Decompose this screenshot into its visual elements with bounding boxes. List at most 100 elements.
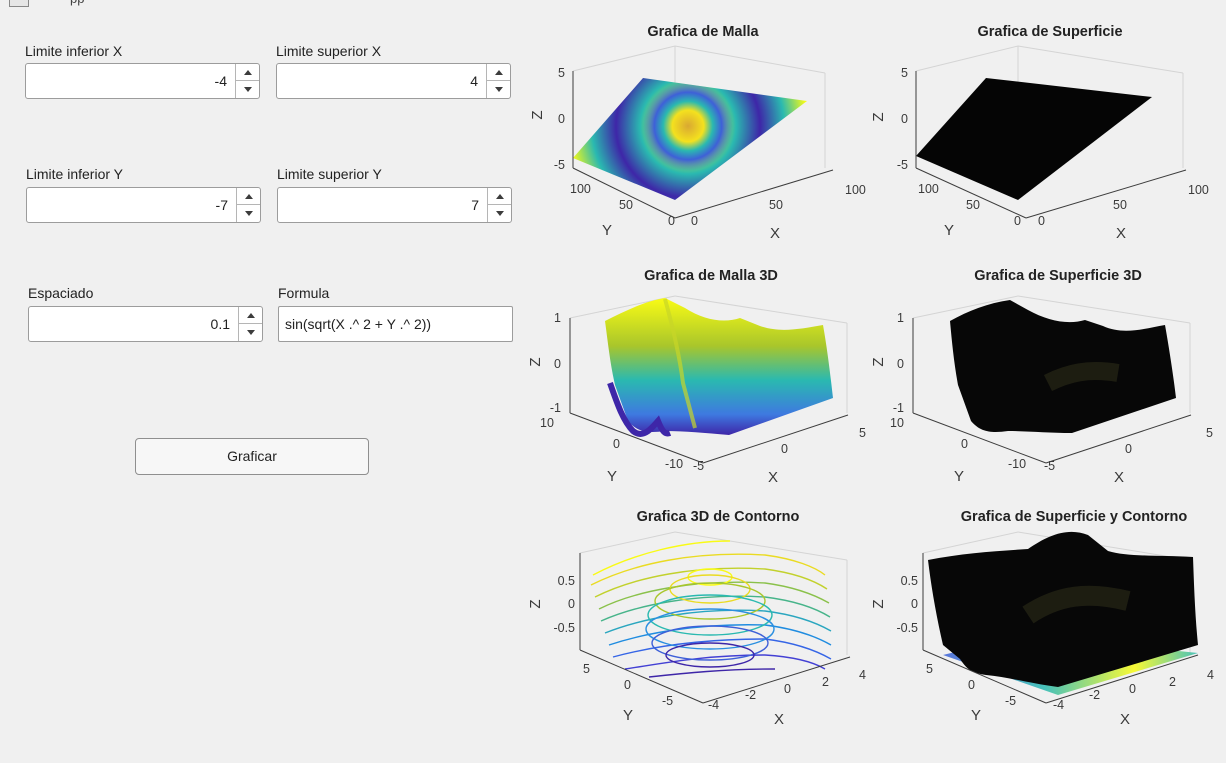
y-tick: 0	[1014, 214, 1021, 228]
x-axis-label: X	[1120, 711, 1130, 728]
x-max-decrement-button[interactable]	[487, 81, 510, 98]
arrow-up-icon	[244, 193, 253, 199]
x-tick: -4	[708, 698, 719, 712]
arrow-down-icon	[246, 330, 255, 335]
plot-mesh: Grafica de Malla 5 0 -5 Z 100 50 0 Y 0 5…	[525, 18, 875, 248]
y-max-spinner[interactable]: 7	[277, 187, 512, 223]
x-tick: 0	[691, 214, 698, 228]
spacing-spinner[interactable]: 0.1	[28, 306, 263, 342]
box-edge	[674, 45, 826, 74]
x-min-value: -4	[214, 73, 227, 89]
surface-shade	[1022, 585, 1131, 624]
contour-line	[590, 553, 826, 586]
spacing-arrows	[238, 307, 262, 341]
mesh-3d-surface	[605, 298, 833, 435]
plot-title: Grafica de Malla	[647, 24, 759, 40]
box-edge	[572, 45, 676, 72]
box-edge	[674, 531, 848, 561]
window-title: pp	[70, 0, 84, 6]
plot-title: Grafica de Superficie	[977, 24, 1122, 40]
y-min-decrement-button[interactable]	[237, 205, 260, 222]
x-max-increment-button[interactable]	[487, 64, 510, 81]
x-axis	[702, 656, 851, 704]
y-tick: -5	[662, 694, 673, 708]
y-axis-label: Y	[954, 468, 964, 485]
y-max-increment-button[interactable]	[488, 188, 511, 205]
x-tick: 0	[1129, 682, 1136, 696]
box-edge	[1017, 45, 1184, 74]
box-edge	[922, 531, 1019, 554]
x-tick: 4	[859, 668, 866, 682]
z-axis-label: Z	[527, 357, 544, 366]
arrow-up-icon	[495, 193, 504, 199]
x-axis-label: X	[770, 225, 780, 242]
box-edge	[1017, 295, 1191, 324]
y-min-spinner[interactable]: -7	[26, 187, 261, 223]
x-max-spinner[interactable]: 4	[276, 63, 511, 99]
title-bar: pp	[0, 0, 1226, 12]
x-tick: 5	[1206, 426, 1213, 440]
graficar-button[interactable]: Graficar	[135, 438, 369, 475]
x-tick: -5	[693, 459, 704, 473]
x-tick: 100	[845, 183, 866, 197]
contour-line	[648, 668, 776, 678]
y-axis	[569, 412, 704, 464]
x-tick: 100	[1188, 183, 1209, 197]
arrow-up-icon	[246, 312, 255, 318]
x-axis-label: X	[768, 469, 778, 486]
y-max-decrement-button[interactable]	[488, 205, 511, 222]
y-tick: 10	[890, 416, 904, 430]
x-tick: 0	[1125, 442, 1132, 456]
x-tick: 2	[1169, 675, 1176, 689]
y-axis	[912, 412, 1047, 464]
y-tick: -10	[1008, 457, 1026, 471]
y-tick: 0	[968, 678, 975, 692]
y-min-increment-button[interactable]	[237, 188, 260, 205]
x-axis-label: X	[774, 711, 784, 728]
contour-line	[594, 567, 828, 598]
plot-surface-contour: Grafica de Superficie y Contorno 0.5 0 -…	[868, 505, 1226, 735]
z-tick: 0.5	[901, 574, 918, 588]
x-min-increment-button[interactable]	[236, 64, 259, 81]
plot-surface-svg: Grafica de Superficie 5 0 -5 Z 100 50 0 …	[870, 24, 1209, 242]
x-tick: 5	[859, 426, 866, 440]
x-axis	[1045, 414, 1192, 464]
x-min-spinner[interactable]: -4	[25, 63, 260, 99]
mesh-3d-ridge	[663, 298, 697, 429]
surface-plane	[916, 78, 1152, 200]
x-axis	[1045, 654, 1199, 704]
z-axis-label: Z	[870, 357, 887, 366]
z-tick: 0	[568, 597, 575, 611]
contour-ring	[645, 608, 775, 650]
y-tick: 10	[540, 416, 554, 430]
plot-surface-3d-svg: Grafica de Superficie 3D 1 0 -1 Z 10 0 -…	[870, 268, 1213, 486]
z-tick: 5	[901, 66, 908, 80]
formula-label: Formula	[278, 285, 330, 301]
plot-mesh-3d-svg: Grafica de Malla 3D 1 0 -1 Z 10 0 -10 Y …	[527, 268, 866, 486]
z-tick: -1	[550, 401, 561, 415]
formula-input[interactable]: sin(sqrt(X .^ 2 + Y .^ 2))	[278, 306, 513, 342]
x-min-label: Limite inferior X	[25, 43, 123, 59]
x-tick: 50	[769, 198, 783, 212]
spacing-decrement-button[interactable]	[239, 324, 262, 341]
z-tick: -5	[554, 158, 565, 172]
x-tick: 2	[822, 675, 829, 689]
y-tick: -5	[1005, 694, 1016, 708]
arrow-down-icon	[495, 211, 504, 216]
z-tick: -0.5	[553, 621, 575, 635]
z-tick: 5	[558, 66, 565, 80]
plot-title: Grafica de Malla 3D	[644, 268, 778, 284]
contour-line	[598, 581, 830, 610]
z-axis-label: Z	[527, 599, 544, 608]
z-tick: 1	[897, 311, 904, 325]
z-tick: -5	[897, 158, 908, 172]
spacing-increment-button[interactable]	[239, 307, 262, 324]
plot-surface-3d: Grafica de Superficie 3D 1 0 -1 Z 10 0 -…	[868, 263, 1226, 493]
y-tick: 0	[961, 437, 968, 451]
plot-surface: Grafica de Superficie 5 0 -5 Z 100 50 0 …	[868, 18, 1226, 248]
x-min-decrement-button[interactable]	[236, 81, 259, 98]
z-tick: 0	[901, 112, 908, 126]
contour-line	[592, 540, 731, 576]
y-axis	[579, 649, 704, 704]
y-min-value: -7	[215, 197, 228, 213]
